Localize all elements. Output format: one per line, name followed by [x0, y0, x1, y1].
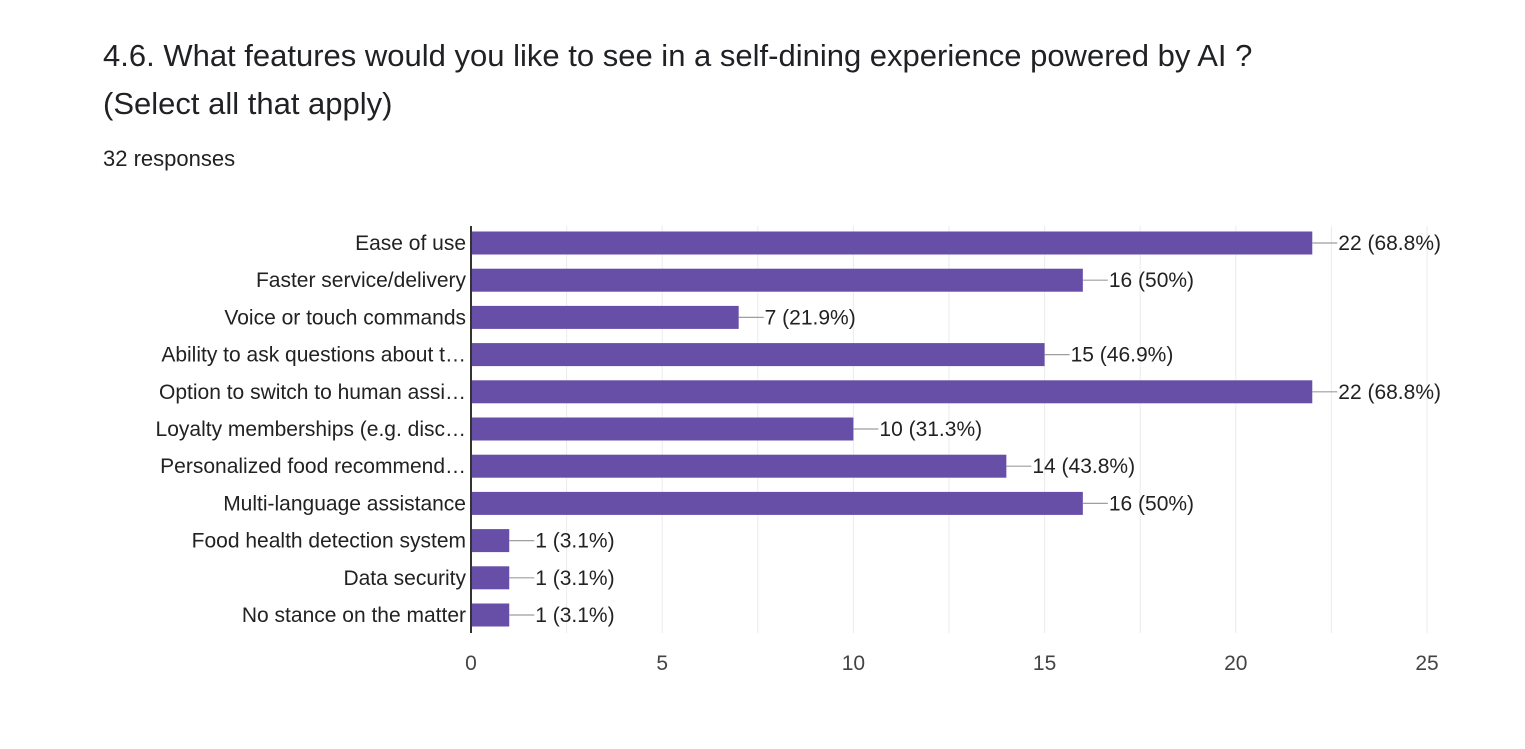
x-tick-label: 10: [842, 652, 865, 675]
data-label: 15 (46.9%): [1071, 344, 1174, 367]
chart-title: 4.6. What features would you like to see…: [103, 38, 1253, 121]
bar: [471, 454, 1007, 478]
data-label: 14 (43.8%): [1032, 455, 1135, 478]
category-label: Loyalty memberships (e.g. disc…: [156, 418, 466, 441]
bar: [471, 417, 854, 441]
bar: [471, 231, 1313, 255]
x-tick-label: 20: [1224, 652, 1247, 675]
category-label: Ease of use: [355, 232, 466, 255]
category-label: Data security: [343, 567, 466, 590]
bar: [471, 491, 1083, 515]
bar: [471, 566, 510, 590]
data-label: 10 (31.3%): [879, 418, 982, 441]
bar: [471, 603, 510, 627]
data-label: 1 (3.1%): [535, 530, 614, 553]
bar: [471, 343, 1045, 367]
category-label: Faster service/delivery: [256, 269, 467, 292]
data-label: 7 (21.9%): [765, 306, 856, 329]
x-tick-label: 5: [656, 652, 668, 675]
bar: [471, 268, 1083, 292]
data-label: 1 (3.1%): [535, 604, 614, 627]
x-tick-label: 0: [465, 652, 477, 675]
data-label: 22 (68.8%): [1338, 381, 1441, 404]
category-label: Multi-language assistance: [223, 492, 466, 515]
category-label: Voice or touch commands: [224, 306, 466, 329]
bar: [471, 305, 739, 329]
bar: [471, 529, 510, 553]
bar: [471, 380, 1313, 404]
data-label: 16 (50%): [1109, 269, 1194, 292]
response-count: 32 responses: [103, 146, 236, 171]
category-label: No stance on the matter: [242, 604, 466, 627]
category-label: Personalized food recommend…: [160, 455, 466, 478]
data-label: 1 (3.1%): [535, 567, 614, 590]
category-label: Ability to ask questions about t…: [161, 344, 466, 367]
data-label: 22 (68.8%): [1338, 232, 1441, 255]
x-tick-label: 15: [1033, 652, 1056, 675]
data-label: 16 (50%): [1109, 492, 1194, 515]
x-tick-label: 25: [1415, 652, 1438, 675]
category-label: Food health detection system: [192, 530, 466, 553]
category-label: Option to switch to human assi…: [159, 381, 466, 404]
